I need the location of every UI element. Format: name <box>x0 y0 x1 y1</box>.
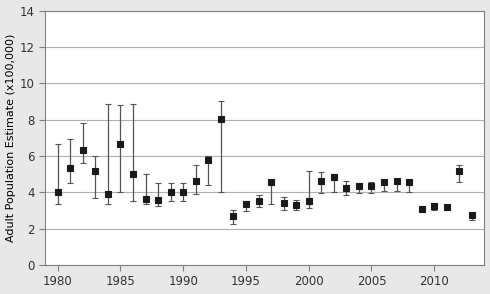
Y-axis label: Adult Population Estimate (x100,000): Adult Population Estimate (x100,000) <box>5 34 16 242</box>
